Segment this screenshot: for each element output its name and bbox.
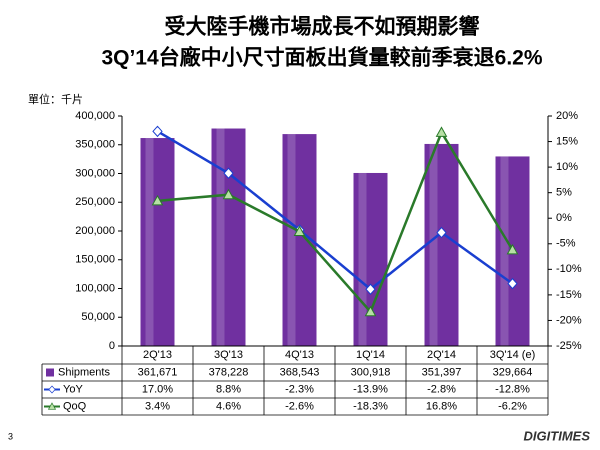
table-value: 361,671 — [138, 366, 178, 378]
y-tick-label: 50,000 — [81, 311, 115, 323]
y2-tick-label: 15% — [556, 135, 578, 147]
table-value: 8.8% — [216, 383, 241, 395]
chart-title: 受大陸手機市場成長不如預期影響 — [165, 15, 480, 39]
y2-tick-label: -10% — [556, 263, 582, 275]
bar — [424, 143, 459, 346]
legend-marker — [47, 402, 57, 410]
point — [507, 277, 518, 290]
table-value: 351,397 — [422, 366, 462, 378]
y2-tick-label: -15% — [556, 289, 582, 301]
table-value: 368,543 — [280, 366, 320, 378]
y2-tick-label: 20% — [556, 110, 578, 122]
x-tick-label: 1Q'14 — [356, 349, 385, 361]
y2-tick-label: 5% — [556, 187, 572, 199]
bar-highlight — [358, 172, 367, 346]
y2-tick-label: -20% — [556, 314, 582, 326]
bar-highlight — [429, 143, 438, 346]
table-value: -2.8% — [427, 383, 456, 395]
chart-subtitle: 3Q’14台廠中小尺寸面板出貨量較前季衰退6.2% — [101, 46, 542, 70]
x-tick-label: 2Q'13 — [143, 349, 172, 361]
page-number: 3 — [8, 431, 13, 441]
table-value: -2.3% — [285, 383, 314, 395]
table-value: 4.6% — [216, 400, 241, 412]
line — [156, 130, 514, 291]
y-tick-label: 150,000 — [75, 254, 115, 266]
table-value: 17.0% — [142, 383, 173, 395]
line — [157, 129, 514, 315]
point — [152, 125, 163, 138]
legend-label: YoY — [63, 383, 83, 395]
point — [222, 188, 235, 200]
point — [151, 194, 164, 206]
bar — [211, 128, 246, 346]
point — [436, 226, 447, 239]
y-tick-label: 400,000 — [75, 110, 115, 122]
y2-tick-label: 0% — [556, 212, 572, 224]
y2-tick-label: -25% — [556, 340, 582, 352]
table-value: 3.4% — [145, 400, 170, 412]
x-tick-label: 4Q'13 — [285, 349, 314, 361]
legend-key — [46, 368, 54, 377]
table-value: -13.9% — [353, 383, 388, 395]
table-value: 300,918 — [351, 366, 391, 378]
bar — [353, 172, 388, 346]
table-value: 329,664 — [493, 366, 533, 378]
table-value: 16.8% — [426, 400, 457, 412]
x-tick-label: 2Q'14 — [427, 349, 456, 361]
point — [364, 305, 377, 317]
legend-label: Shipments — [58, 366, 110, 378]
bar — [140, 138, 175, 346]
y-tick-label: 300,000 — [75, 167, 115, 179]
table-value: -6.2% — [498, 400, 527, 412]
unit-label: 單位：千片 — [28, 92, 83, 106]
x-tick-label: 3Q'13 — [214, 349, 243, 361]
x-tick-label: 3Q'14 (e) — [490, 349, 536, 361]
table-value: 378,228 — [209, 366, 249, 378]
point — [365, 283, 376, 296]
point — [293, 225, 306, 237]
point — [435, 126, 448, 137]
y-tick-label: 200,000 — [75, 225, 115, 237]
y2-tick-label: 10% — [556, 161, 578, 173]
bar-highlight — [216, 128, 225, 346]
y-tick-label: 250,000 — [75, 196, 115, 208]
y-tick-label: 0 — [109, 340, 115, 352]
point — [506, 243, 519, 255]
y-tick-label: 100,000 — [75, 282, 115, 294]
legend-label: QoQ — [63, 400, 87, 412]
y-tick-label: 350,000 — [75, 139, 115, 151]
bar-highlight — [287, 134, 296, 346]
bar-highlight — [500, 156, 509, 346]
point — [223, 167, 234, 179]
table-value: -12.8% — [495, 383, 530, 395]
y2-tick-label: -5% — [556, 238, 576, 250]
bar-highlight — [145, 138, 154, 346]
logo: DIGITIMES — [524, 428, 591, 443]
table-value: -2.6% — [285, 400, 314, 412]
table-value: -18.3% — [353, 400, 388, 412]
legend-marker — [48, 385, 56, 394]
